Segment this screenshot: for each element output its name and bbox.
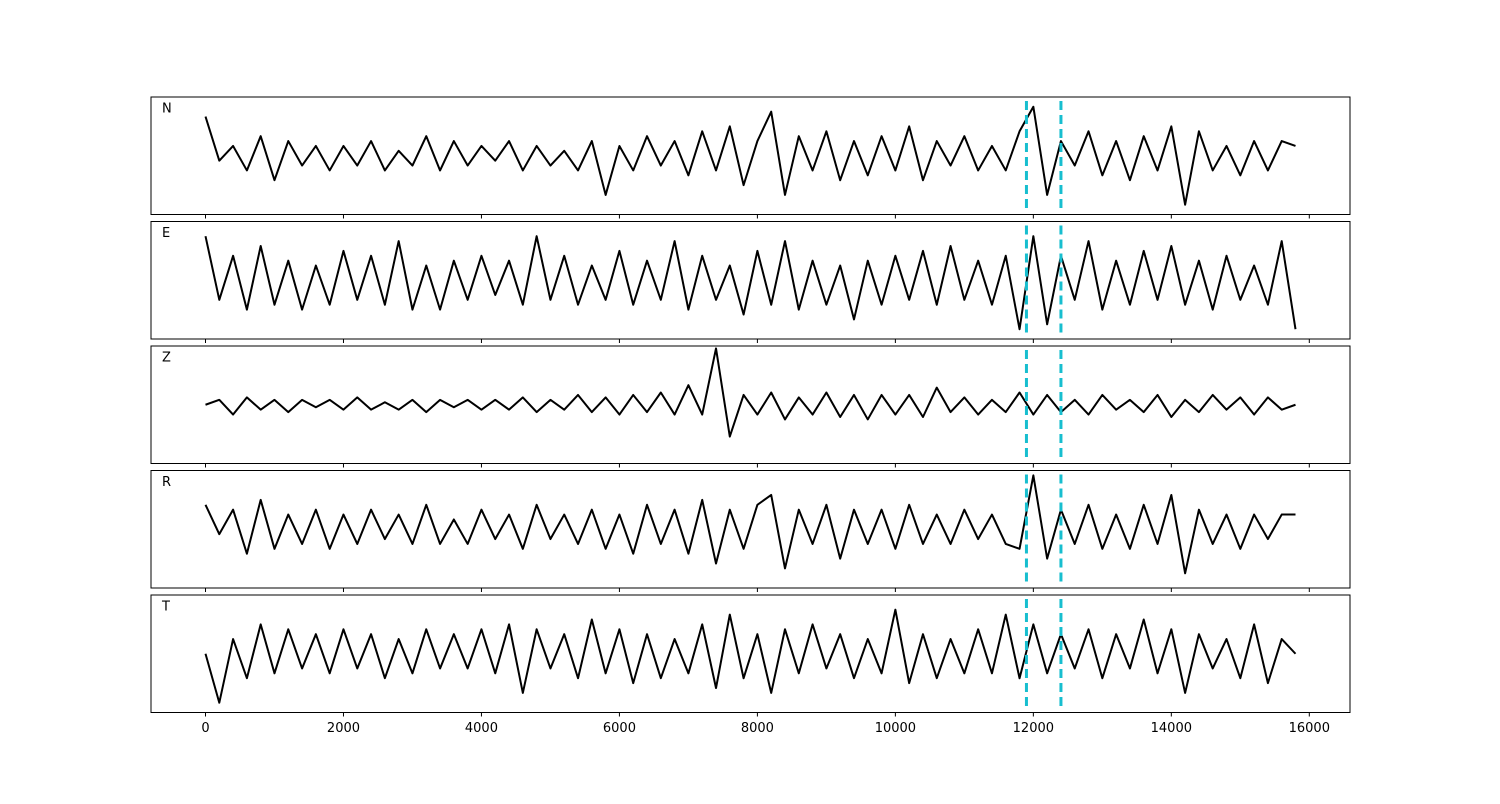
trace xyxy=(204,474,1296,575)
trace xyxy=(204,235,1297,331)
x-tick-label: 10000 xyxy=(875,721,916,736)
panel-frame xyxy=(150,221,1351,340)
trace xyxy=(205,347,1296,438)
x-tick-label: 12000 xyxy=(1013,721,1054,736)
panel-label: T xyxy=(161,600,170,615)
panel-label: R xyxy=(162,475,171,490)
panel-frame xyxy=(150,345,1351,464)
x-tick-label: 8000 xyxy=(741,721,774,736)
x-tick-label: 4000 xyxy=(465,721,498,736)
trace xyxy=(204,608,1297,704)
x-tick-label: 14000 xyxy=(1151,721,1192,736)
x-tick-label: 16000 xyxy=(1289,721,1330,736)
trace xyxy=(204,105,1296,206)
x-tick-label: 0 xyxy=(201,721,209,736)
panel-label: E xyxy=(162,226,170,241)
panel-frame xyxy=(150,594,1351,713)
x-tick-label: 2000 xyxy=(327,721,360,736)
panel-frame xyxy=(150,96,1351,215)
panel-label: Z xyxy=(162,351,171,366)
panel-label: N xyxy=(162,102,172,117)
x-tick-label: 6000 xyxy=(603,721,636,736)
panel-frame xyxy=(150,470,1351,589)
